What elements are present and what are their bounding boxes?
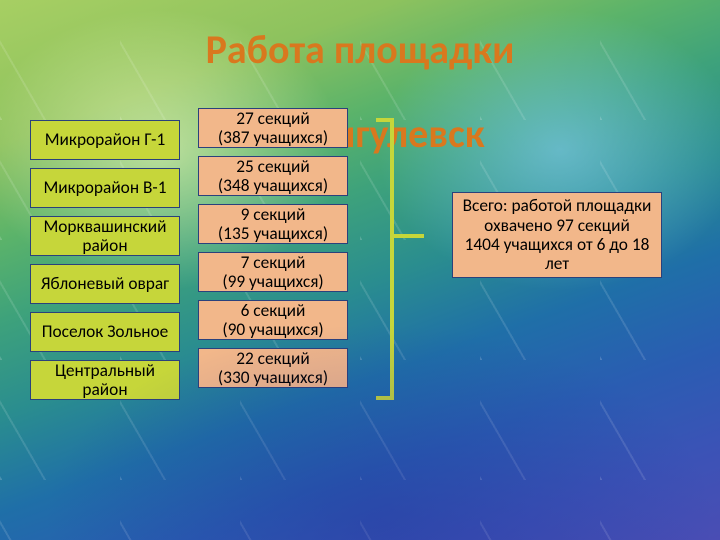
stats-box: 25 секций (348 учащихся) [198,156,348,196]
stats-label: 6 секций (90 учащихся) [222,301,323,340]
stats-label: 25 секций (348 учащихся) [218,157,328,196]
district-label: Морквашинский район [35,217,175,256]
slide: { "title": { "line1": "Работа площадки",… [0,0,720,540]
district-label: Микрорайон Г-1 [45,130,166,149]
district-box: Микрорайон Г-1 [30,120,180,160]
stats-box: 22 секций (330 учащихся) [198,348,348,388]
stats-label: 9 секций (135 учащихся) [218,205,328,244]
stats-box: 6 секций (90 учащихся) [198,300,348,340]
district-box: Микрорайон В-1 [30,168,180,208]
stats-box: 9 секций (135 учащихся) [198,204,348,244]
bracket-middle-out [394,234,424,238]
summary-box: Всего: работой площадки охвачено 97 секц… [452,192,662,278]
district-label: Поселок Зольное [42,322,169,341]
stats-label: 22 секций (330 учащихся) [218,349,328,388]
stats-box: 27 секций (387 учащихся) [198,108,348,148]
district-box: Центральный район [30,360,180,400]
bracket-vertical [390,118,394,400]
district-label: Центральный район [35,361,175,400]
stats-label: 7 секций (99 учащихся) [222,253,323,292]
district-box: Морквашинский район [30,216,180,256]
district-label: Яблоневый овраг [41,274,169,293]
district-box: Яблоневый овраг [30,264,180,304]
district-label: Микрорайон В-1 [43,178,166,197]
summary-text: Всего: работой площадки охвачено 97 секц… [457,196,657,274]
bracket-top-tip [376,118,390,122]
slide-title-line1: Работа площадки [0,28,720,72]
stats-box: 7 секций (99 учащихся) [198,252,348,292]
stats-label: 27 секций (387 учащихся) [218,109,328,148]
district-box: Поселок Зольное [30,312,180,352]
bracket-bottom-tip [376,396,390,400]
